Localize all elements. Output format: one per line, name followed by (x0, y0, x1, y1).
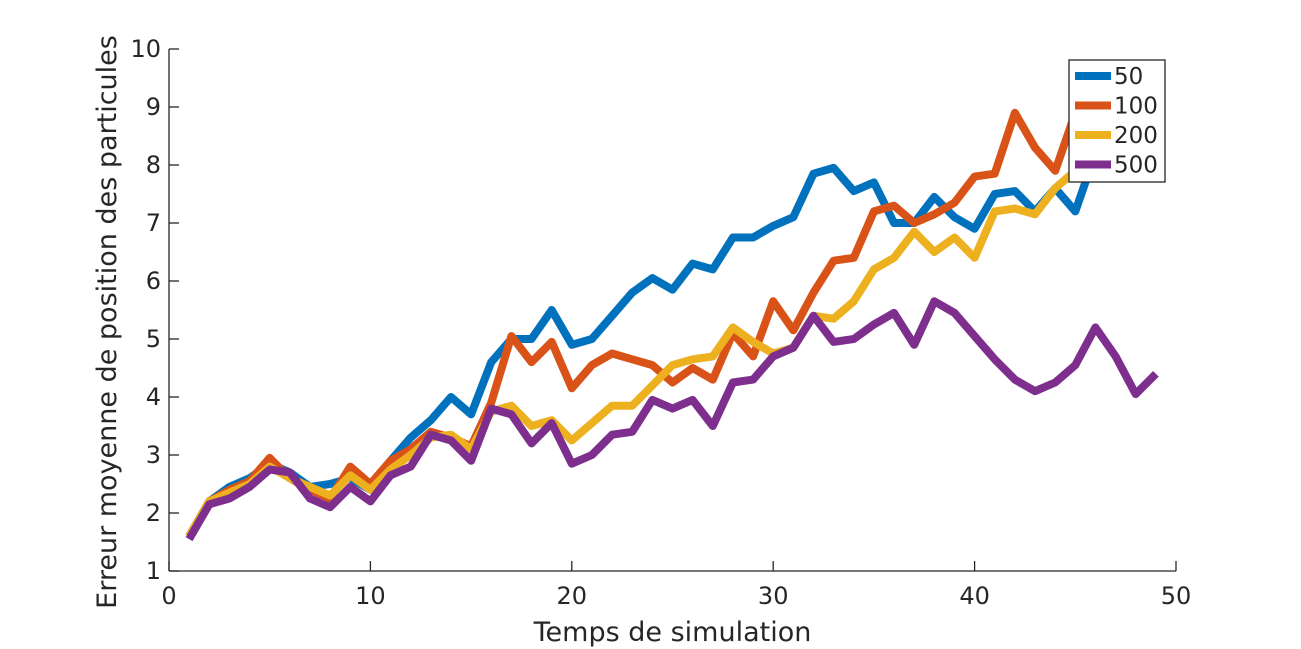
y-tick-label: 9 (146, 93, 161, 121)
series-line-50 (185, 115, 1158, 539)
axes (168, 48, 1177, 572)
legend-label-100: 100 (1114, 94, 1158, 120)
legend: 50 100 200 500 (1068, 59, 1166, 183)
x-tick-label: 20 (557, 582, 588, 610)
x-tick-label: 0 (161, 582, 176, 610)
y-tick-label: 10 (130, 35, 161, 63)
series-layer (185, 108, 1159, 542)
y-tick-label: 2 (146, 499, 161, 527)
y-tick-label: 7 (146, 209, 161, 237)
tick-labels: 0 10 20 30 40 50 1 2 3 4 5 6 7 8 9 10 (130, 35, 1191, 610)
y-tick-label: 1 (146, 557, 161, 585)
x-tick-label: 50 (1161, 582, 1192, 610)
y-tick-label: 5 (146, 325, 161, 353)
legend-label-50: 50 (1114, 64, 1143, 90)
x-axis-title: Temps de simulation (533, 617, 812, 648)
series-line-200 (185, 166, 1158, 539)
series-line-100 (185, 108, 1156, 539)
y-tick-label: 8 (146, 151, 161, 179)
series-line-500 (185, 297, 1159, 542)
x-tick-label: 10 (355, 582, 386, 610)
x-tick-label: 30 (758, 582, 789, 610)
y-tick-label: 4 (146, 383, 161, 411)
x-tick-label: 40 (959, 582, 990, 610)
y-axis-title: Erreur moyenne de position des particule… (92, 35, 123, 609)
legend-label-200: 200 (1114, 123, 1158, 149)
y-tick-label: 3 (146, 441, 161, 469)
legend-label-500: 500 (1114, 153, 1158, 179)
y-tick-label: 6 (146, 267, 161, 295)
